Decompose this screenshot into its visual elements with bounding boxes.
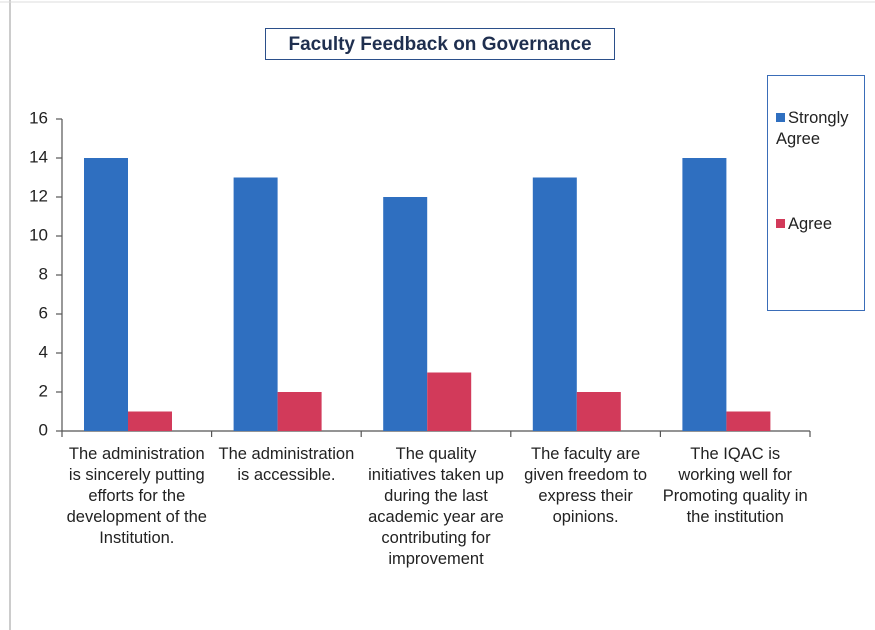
y-tick-label: 14 [29, 147, 48, 166]
legend-item: Strongly Agree [776, 108, 864, 150]
bar [576, 392, 621, 431]
bar [128, 411, 172, 431]
legend-label: Strongly Agree [776, 109, 849, 148]
y-tick-label: 6 [39, 303, 48, 322]
y-tick-label: 0 [39, 420, 48, 439]
y-tick-label: 12 [29, 186, 48, 205]
chart-title: Faculty Feedback on Governance [265, 28, 615, 60]
y-tick-label: 10 [29, 225, 48, 244]
bar [84, 158, 128, 431]
x-tick-label: The quality initiatives taken up during … [368, 445, 504, 568]
y-tick-label: 8 [39, 264, 48, 283]
x-tick-label: The faculty are given freedom to express… [524, 445, 648, 526]
legend-swatch [776, 113, 785, 122]
bar [233, 177, 278, 431]
y-tick-label: 4 [39, 342, 48, 361]
y-tick-label: 16 [29, 108, 48, 127]
x-tick-label: The administration is accessible. [218, 445, 355, 484]
legend-item: Agree [776, 214, 864, 235]
bar [532, 177, 577, 431]
bar [682, 158, 727, 431]
x-tick-label: The IQAC is working well for Promoting q… [662, 445, 808, 526]
y-tick-label: 2 [39, 381, 48, 400]
bar [277, 392, 322, 431]
bar [427, 372, 472, 431]
legend-swatch [776, 219, 785, 228]
bar [383, 197, 428, 431]
x-tick-label: The administration is sincerely putting … [66, 445, 207, 547]
legend-label: Agree [788, 215, 833, 233]
bar [726, 411, 771, 431]
legend: Strongly Agree Agree [767, 75, 865, 311]
